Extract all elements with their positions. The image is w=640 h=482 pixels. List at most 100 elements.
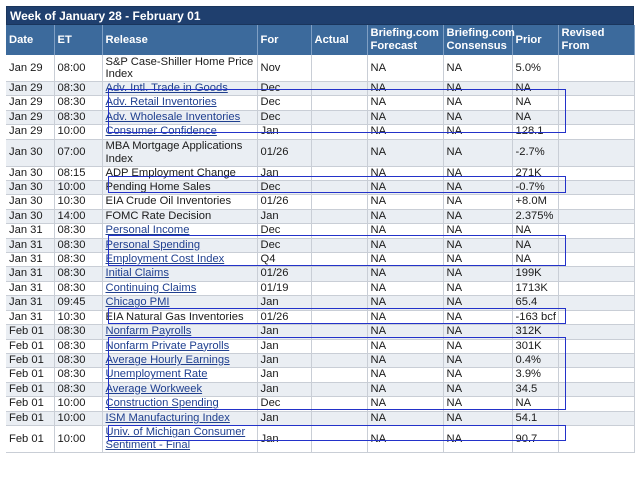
cell-for: Dec [257,238,312,254]
release-link[interactable]: Adv. Intl. Trade in Goods [105,82,228,94]
cell-actual [311,55,368,82]
cell-for: Dec [257,81,312,97]
cell-actual [311,367,368,383]
release-link[interactable]: Construction Spending [105,397,219,410]
cell-et: 10:30 [54,194,103,210]
release-link[interactable]: Nonfarm Private Payrolls [105,339,230,352]
release-link[interactable]: Consumer Confidence [105,125,217,138]
cell-release: Average Hourly Earnings [102,353,258,369]
cell-consensus: NA [443,238,513,254]
cell-et: 08:30 [54,339,103,354]
release-link[interactable]: Initial Claims [105,267,169,280]
release-link[interactable]: ISM Manufacturing Index [105,411,230,424]
cell-release: FOMC Rate Decision [102,209,258,225]
cell-revised [558,95,635,111]
table-row: Jan 30 10:30 EIA Crude Oil Inventories 01/2… [6,194,635,210]
cell-actual [311,324,368,340]
table-row: Jan 31 08:30 Continuing Claims 01/19 NA NA 171… [6,281,635,297]
cell-revised [558,425,635,453]
cell-et: 08:30 [54,95,103,111]
cell-date: Feb 01 [6,367,55,383]
cell-prior: 128.1 [512,124,559,140]
cell-prior: NA [512,396,559,412]
cell-date: Jan 31 [6,281,55,297]
release-link[interactable]: Univ. of Michigan Consumer Sentiment - F… [105,426,246,451]
cell-et: 10:30 [54,310,103,326]
cell-prior: 65.4 [512,295,559,311]
cell-date: Jan 29 [6,124,55,140]
cell-forecast: NA [367,339,444,354]
cell-revised [558,55,635,82]
economic-calendar: Week of January 28 - February 01 Date ET… [6,6,635,453]
week-title: Week of January 28 - February 01 [6,6,634,25]
table-row: Jan 31 08:30 Employment Cost Index Q4 NA NA NA [6,252,635,268]
cell-date: Jan 29 [6,81,55,97]
cell-for: Jan [257,295,312,311]
cell-et: 08:30 [54,223,103,239]
cell-for: Jan [257,382,312,398]
cell-prior: 1713K [512,281,559,297]
release-link[interactable]: Adv. Wholesale Inventories [105,110,241,123]
cell-consensus: NA [443,411,513,426]
cell-revised [558,194,635,210]
cell-date: Feb 01 [6,425,55,453]
release-link[interactable]: Average Hourly Earnings [105,353,230,366]
cell-consensus: NA [443,425,513,453]
release-link[interactable]: Continuing Claims [105,281,197,294]
release-link[interactable]: Chicago PMI [105,296,170,309]
cell-actual [311,353,368,369]
cell-actual [311,382,368,398]
table-row: Jan 31 09:45 Chicago PMI Jan NA NA 65.4 [6,295,635,311]
cell-revised [558,353,635,369]
cell-date: Jan 30 [6,166,55,182]
release-link[interactable]: Employment Cost Index [105,253,225,266]
cell-prior: 312K [512,324,559,340]
cell-release: Construction Spending [102,396,258,412]
cell-date: Jan 29 [6,55,55,82]
cell-prior: -163 bcf [512,310,559,326]
cell-date: Feb 01 [6,339,55,354]
cell-et: 08:30 [54,110,103,126]
cell-for: Jan [257,124,312,140]
cell-consensus: NA [443,166,513,182]
cell-prior: 301K [512,339,559,354]
cell-date: Jan 30 [6,180,55,196]
cell-et: 10:00 [54,396,103,412]
release-link[interactable]: Nonfarm Payrolls [105,325,192,338]
cell-consensus: NA [443,281,513,297]
release-link[interactable]: Personal Income [105,224,190,237]
cell-for: 01/19 [257,281,312,297]
cell-prior: NA [512,238,559,254]
cell-et: 08:30 [54,266,103,282]
cell-revised [558,166,635,182]
cell-et: 08:30 [54,252,103,268]
cell-date: Jan 29 [6,95,55,111]
release-link[interactable]: Average Workweek [105,382,203,395]
cell-revised [558,324,635,340]
cell-for: Nov [257,55,312,82]
cell-forecast: NA [367,209,444,225]
cell-revised [558,411,635,426]
cell-release: ADP Employment Change [102,166,258,182]
cell-et: 08:30 [54,324,103,340]
cell-consensus: NA [443,310,513,326]
cell-actual [311,223,368,239]
cell-et: 08:30 [54,367,103,383]
cell-for: 01/26 [257,266,312,282]
cell-revised [558,266,635,282]
table-row: Jan 30 08:15 ADP Employment Change Jan NA NA 2… [6,166,635,182]
cell-prior: NA [512,110,559,126]
release-link[interactable]: Adv. Retail Inventories [105,96,217,109]
table-row: Jan 30 10:00 Pending Home Sales Dec NA NA -0.7… [6,180,635,196]
cell-actual [311,166,368,182]
cell-forecast: NA [367,266,444,282]
release-link[interactable]: Unemployment Rate [105,368,208,381]
cell-forecast: NA [367,124,444,140]
cell-for: Q4 [257,252,312,268]
cell-for: Jan [257,367,312,383]
release-link[interactable]: Personal Spending [105,238,201,251]
cell-revised [558,81,635,97]
col-header-prior: Prior [512,25,559,55]
cell-consensus: NA [443,339,513,354]
cell-consensus: NA [443,194,513,210]
